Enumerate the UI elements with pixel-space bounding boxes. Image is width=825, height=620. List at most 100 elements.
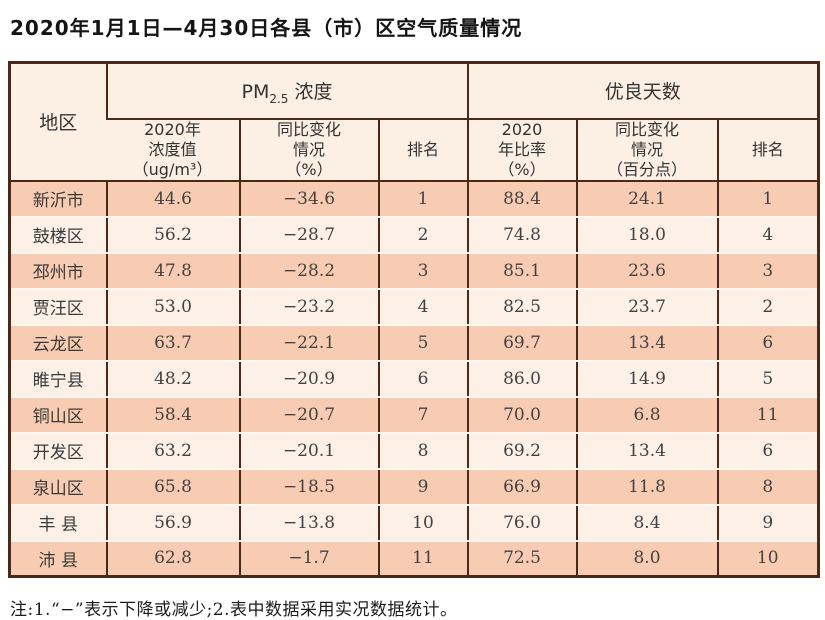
table-row: 泉山区 65.8 −18.5 9 66.9 11.8 8 bbox=[9, 468, 819, 506]
region-cell: 铜山区 bbox=[9, 396, 107, 434]
air-quality-table: 地区 PM2.5 浓度 优良天数 2020年 浓度值 （ug/m³） 同比变化 … bbox=[8, 61, 820, 578]
value-cell: 18.0 bbox=[575, 216, 718, 254]
region-cell: 鼓楼区 bbox=[9, 216, 107, 254]
table-row: 沛 县 62.8 −1.7 11 72.5 8.0 10 bbox=[9, 540, 819, 577]
value-cell: 10 bbox=[716, 540, 819, 577]
table-row: 云龙区 63.7 −22.1 5 69.7 13.4 6 bbox=[9, 324, 819, 362]
pm25-label-subscript: 2.5 bbox=[269, 92, 289, 107]
table-header: 地区 PM2.5 浓度 优良天数 2020年 浓度值 （ug/m³） 同比变化 … bbox=[9, 62, 819, 182]
header-sub-row: 2020年 浓度值 （ug/m³） 同比变化 情况 （%） 排名 2020 年比… bbox=[10, 118, 819, 182]
value-cell: 13.4 bbox=[575, 432, 718, 470]
value-cell: −22.1 bbox=[238, 324, 379, 362]
value-cell: 23.6 bbox=[575, 252, 718, 290]
value-cell: 88.4 bbox=[466, 180, 577, 218]
value-cell: 70.0 bbox=[466, 396, 577, 434]
page-title: 2020年1月1日—4月30日各县（市）区空气质量情况 bbox=[10, 16, 523, 40]
value-cell: 44.6 bbox=[105, 180, 240, 218]
pm25-label-base: PM bbox=[241, 81, 270, 104]
value-cell: 9 bbox=[716, 504, 819, 542]
value-cell: 63.2 bbox=[105, 432, 240, 470]
value-cell: 76.0 bbox=[466, 504, 577, 542]
region-cell: 新沂市 bbox=[9, 180, 107, 218]
value-cell: 6 bbox=[377, 360, 468, 398]
value-cell: 69.2 bbox=[466, 432, 577, 470]
value-cell: 13.4 bbox=[575, 324, 718, 362]
value-cell: 1 bbox=[716, 180, 819, 218]
value-cell: 6 bbox=[716, 432, 819, 470]
col-header-pm25-rank: 排名 bbox=[377, 118, 468, 182]
table-row: 铜山区 58.4 −20.7 7 70.0 6.8 11 bbox=[9, 396, 819, 434]
value-cell: −20.7 bbox=[238, 396, 379, 434]
value-cell: −34.6 bbox=[238, 180, 379, 218]
value-cell: −28.7 bbox=[238, 216, 379, 254]
table-row: 开发区 63.2 −20.1 8 69.2 13.4 6 bbox=[9, 432, 819, 470]
col-header-region: 地区 bbox=[9, 62, 107, 182]
value-cell: 6 bbox=[716, 324, 819, 362]
table-body: 新沂市 44.6 −34.6 1 88.4 24.1 1 鼓楼区 56.2 −28.7 2 74.8 1… bbox=[9, 180, 819, 577]
region-cell: 贾汪区 bbox=[9, 288, 107, 326]
value-cell: 56.9 bbox=[105, 504, 240, 542]
value-cell: 7 bbox=[377, 396, 468, 434]
value-cell: 8 bbox=[716, 468, 819, 506]
value-cell: 56.2 bbox=[105, 216, 240, 254]
value-cell: 11.8 bbox=[575, 468, 718, 506]
value-cell: 14.9 bbox=[575, 360, 718, 398]
value-cell: 3 bbox=[716, 252, 819, 290]
value-cell: 69.7 bbox=[466, 324, 577, 362]
value-cell: 4 bbox=[716, 216, 819, 254]
region-cell: 睢宁县 bbox=[9, 360, 107, 398]
table-row: 丰 县 56.9 −13.8 10 76.0 8.4 9 bbox=[9, 504, 819, 542]
header-group-row: 地区 PM2.5 浓度 优良天数 bbox=[9, 62, 819, 182]
value-cell: 65.8 bbox=[105, 468, 240, 506]
value-cell: −1.7 bbox=[238, 540, 379, 577]
value-cell: 9 bbox=[377, 468, 468, 506]
value-cell: 66.9 bbox=[466, 468, 577, 506]
value-cell: −20.9 bbox=[238, 360, 379, 398]
value-cell: 86.0 bbox=[466, 360, 577, 398]
region-cell: 云龙区 bbox=[9, 324, 107, 362]
value-cell: 8 bbox=[377, 432, 468, 470]
value-cell: 8.0 bbox=[575, 540, 718, 577]
col-group-pm25: PM2.5 浓度 bbox=[105, 62, 468, 120]
value-cell: 63.7 bbox=[105, 324, 240, 362]
table-row: 鼓楼区 56.2 −28.7 2 74.8 18.0 4 bbox=[9, 216, 819, 254]
value-cell: 2 bbox=[377, 216, 468, 254]
value-cell: 1 bbox=[377, 180, 468, 218]
value-cell: 72.5 bbox=[466, 540, 577, 577]
region-cell: 沛 县 bbox=[9, 540, 107, 577]
region-cell: 丰 县 bbox=[9, 504, 107, 542]
value-cell: 5 bbox=[377, 324, 468, 362]
value-cell: 6.8 bbox=[575, 396, 718, 434]
table-row: 贾汪区 53.0 −23.2 4 82.5 23.7 2 bbox=[9, 288, 819, 326]
region-cell: 邳州市 bbox=[9, 252, 107, 290]
value-cell: 85.1 bbox=[466, 252, 577, 290]
table-row: 睢宁县 48.2 −20.9 6 86.0 14.9 5 bbox=[9, 360, 819, 398]
table-row: 新沂市 44.6 −34.6 1 88.4 24.1 1 bbox=[9, 180, 819, 218]
value-cell: 62.8 bbox=[105, 540, 240, 577]
value-cell: 4 bbox=[377, 288, 468, 326]
region-cell: 泉山区 bbox=[9, 468, 107, 506]
value-cell: 24.1 bbox=[575, 180, 718, 218]
col-header-gooddays-rate: 2020 年比率 （%） bbox=[466, 118, 577, 182]
col-group-good-days: 优良天数 bbox=[466, 62, 819, 120]
value-cell: 74.8 bbox=[466, 216, 577, 254]
value-cell: 5 bbox=[716, 360, 819, 398]
value-cell: −18.5 bbox=[238, 468, 379, 506]
value-cell: 10 bbox=[377, 504, 468, 542]
value-cell: 23.7 bbox=[575, 288, 718, 326]
col-header-gooddays-rank: 排名 bbox=[716, 118, 819, 182]
table-footnote: 注:1.“−”表示下降或减少;2.表中数据采用实况数据统计。 bbox=[10, 600, 458, 620]
col-header-pm25-value: 2020年 浓度值 （ug/m³） bbox=[106, 118, 240, 182]
value-cell: 53.0 bbox=[105, 288, 240, 326]
value-cell: −28.2 bbox=[238, 252, 379, 290]
value-cell: −13.8 bbox=[238, 504, 379, 542]
value-cell: 3 bbox=[377, 252, 468, 290]
pm25-label-rest: 浓度 bbox=[288, 81, 333, 104]
value-cell: 82.5 bbox=[466, 288, 577, 326]
region-cell: 开发区 bbox=[9, 432, 107, 470]
value-cell: −23.2 bbox=[238, 288, 379, 326]
value-cell: 8.4 bbox=[575, 504, 718, 542]
col-header-gooddays-yoy-change: 同比变化 情况 （百分点） bbox=[575, 118, 718, 182]
value-cell: 48.2 bbox=[105, 360, 240, 398]
